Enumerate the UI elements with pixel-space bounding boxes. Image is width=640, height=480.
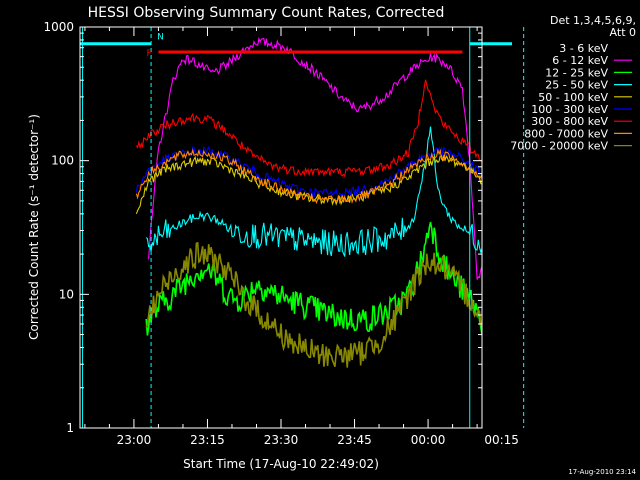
- series-line-7: [135, 148, 482, 205]
- y-tick-label-0: 1: [66, 421, 74, 435]
- series-5: [135, 145, 482, 199]
- marker-layer: FN: [80, 27, 525, 428]
- y-axis-label: Corrected Count Rate (s⁻¹ detector⁻¹): [27, 114, 41, 340]
- axis-layer: 1 10 100 1000 23:00 23:15 23:30 23:45 00:00 00:15: [43, 20, 518, 447]
- x-tick-label-1: 23:15: [190, 433, 225, 447]
- series-layer: [135, 34, 482, 392]
- footer-timestamp: 17-Aug-2010 23:14: [568, 468, 636, 476]
- x-axis-label: Start Time (17-Aug-10 22:49:02): [183, 457, 379, 471]
- legend-item-4: 50 - 100 keV: [538, 91, 608, 104]
- annotation-label-N: N: [157, 33, 164, 43]
- series-line-4: [135, 154, 482, 214]
- series-line-8: [145, 241, 482, 368]
- legend-item-6: 300 - 800 keV: [531, 115, 608, 128]
- series-line-6: [135, 79, 482, 178]
- y-tick-label-3: 1000: [43, 20, 74, 34]
- series-line-2: [145, 222, 482, 336]
- series-line-5: [135, 145, 482, 199]
- legend-item-5: 100 - 300 keV: [531, 103, 608, 116]
- legend-item-1: 6 - 12 keV: [552, 54, 608, 67]
- legend-item-3: 25 - 50 keV: [545, 79, 608, 92]
- series-6: [135, 79, 482, 178]
- series-1: [148, 36, 482, 280]
- legend-header-0: Det 1,3,4,5,6,9,: [550, 14, 636, 27]
- series-7: [135, 148, 482, 205]
- plot-frame: [79, 26, 483, 429]
- legend-item-7: 800 - 7000 keV: [524, 127, 608, 140]
- series-8: [145, 241, 482, 368]
- x-tick-label-3: 23:45: [337, 433, 372, 447]
- annotation-label-F: F: [146, 49, 151, 59]
- y-tick-label-1: 10: [59, 287, 74, 301]
- series-line-3: [145, 126, 482, 257]
- series-3: [145, 126, 482, 257]
- x-tick-label-4: 00:00: [411, 433, 446, 447]
- legend-item-8: 7000 - 20000 keV: [510, 140, 608, 153]
- series-2: [145, 222, 482, 336]
- y-tick-label-2: 100: [51, 154, 74, 168]
- series-4: [135, 154, 482, 214]
- legend-item-0: 3 - 6 keV: [559, 42, 608, 55]
- x-tick-label-2: 23:30: [264, 433, 299, 447]
- legend-item-2: 12 - 25 keV: [545, 66, 608, 79]
- x-tick-label-5: 00:15: [484, 433, 519, 447]
- x-tick-label-0: 23:00: [117, 433, 152, 447]
- legend-header-1: Att 0: [610, 26, 636, 39]
- series-line-1: [148, 36, 482, 280]
- chart-title: HESSI Observing Summary Count Rates, Cor…: [88, 5, 445, 21]
